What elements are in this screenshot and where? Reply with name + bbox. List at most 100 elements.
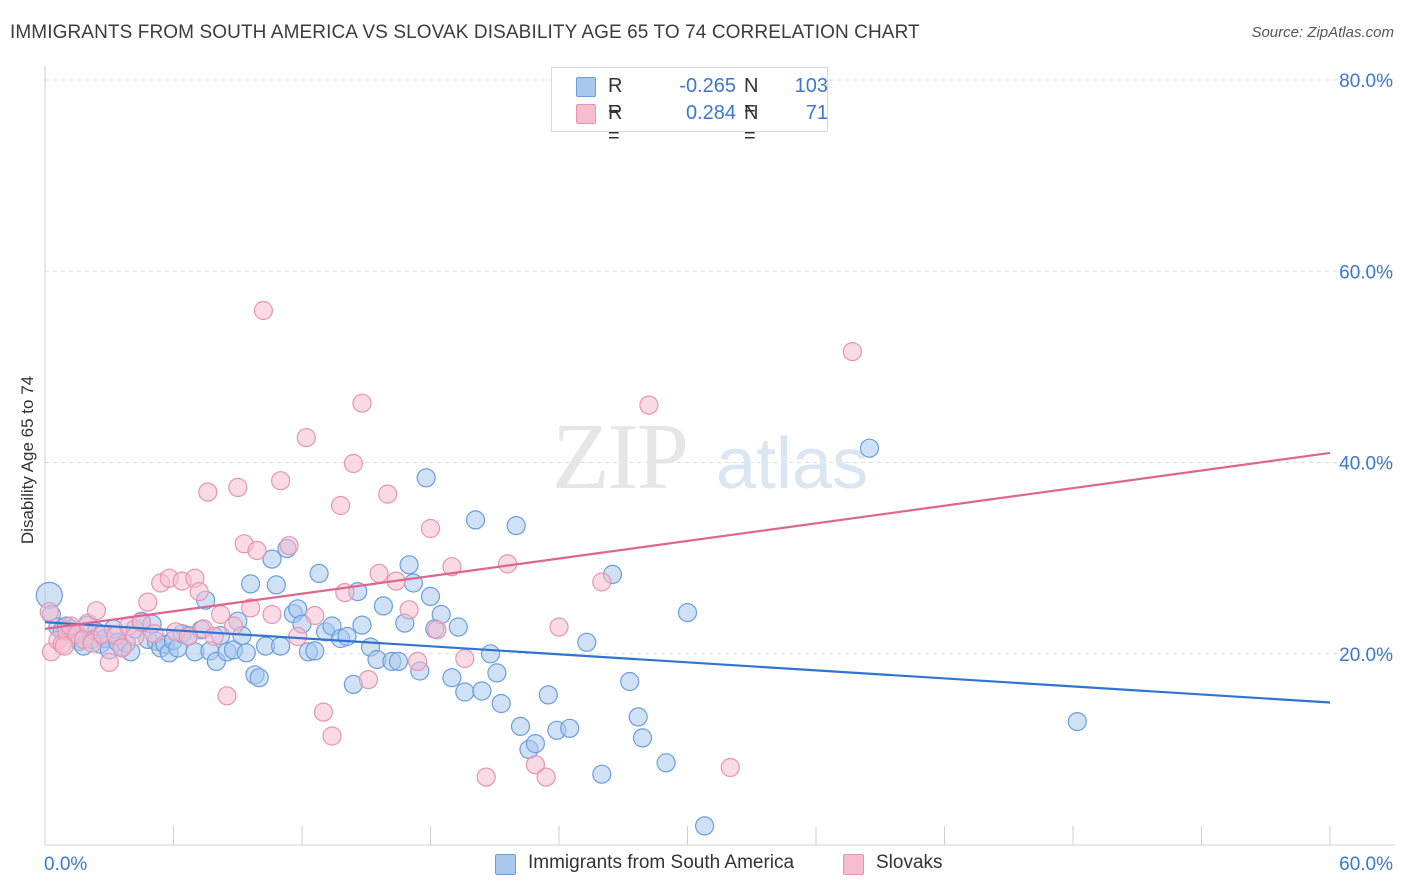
legend-label-immigrants: Immigrants from South America bbox=[528, 852, 795, 873]
y-axis-label-wrap: Disability Age 65 to 74 bbox=[10, 360, 46, 560]
x-tick-label: 60.0% bbox=[1339, 854, 1393, 875]
data-point bbox=[223, 616, 244, 636]
series-legend: Immigrants from South America Slovaks bbox=[0, 852, 1406, 878]
data-point bbox=[369, 563, 389, 584]
data-point bbox=[525, 733, 546, 754]
data-point bbox=[577, 632, 597, 652]
data-point bbox=[720, 757, 740, 778]
data-point bbox=[266, 575, 286, 595]
data-point bbox=[592, 764, 612, 784]
data-point bbox=[241, 598, 261, 618]
chart-title: IMMIGRANTS FROM SOUTH AMERICA VS SLOVAK … bbox=[10, 22, 920, 43]
y-tick-label: 40.0% bbox=[1339, 454, 1393, 475]
data-point bbox=[352, 615, 372, 635]
data-point bbox=[455, 648, 475, 669]
data-point bbox=[420, 518, 441, 539]
legend-swatch-immigrants bbox=[576, 77, 596, 97]
source-label: Source: ZipAtlas.com bbox=[1251, 24, 1394, 41]
x-tick-labels: 0.0% 60.0% bbox=[44, 854, 1393, 875]
data-point bbox=[399, 555, 419, 575]
data-point bbox=[309, 563, 329, 584]
data-point bbox=[236, 643, 256, 663]
y-tick-labels: 20.0% 40.0% 60.0% 80.0% bbox=[1339, 71, 1393, 666]
legend-n-value: 103 bbox=[794, 75, 828, 97]
data-point bbox=[378, 484, 398, 504]
data-point bbox=[358, 669, 378, 690]
legend-n-label: N = bbox=[744, 102, 759, 147]
data-point bbox=[322, 726, 342, 746]
legend-swatch-slovaks bbox=[576, 104, 596, 124]
data-point bbox=[388, 651, 408, 672]
y-tick-label: 60.0% bbox=[1339, 262, 1393, 283]
data-point bbox=[476, 767, 496, 787]
data-point bbox=[313, 702, 333, 722]
gridlines bbox=[45, 79, 1395, 655]
data-point bbox=[331, 495, 351, 516]
data-point bbox=[525, 755, 546, 775]
legend-r-label: R = bbox=[608, 102, 623, 147]
data-point bbox=[859, 438, 880, 458]
data-point bbox=[628, 707, 648, 727]
data-point bbox=[639, 395, 659, 415]
correlation-legend: R = -0.265 N = 103 R = 0.284 N = 71 bbox=[551, 67, 828, 147]
data-point bbox=[677, 602, 698, 623]
trend-line-immigrants bbox=[44, 621, 1331, 704]
watermark-atlas: atlas bbox=[716, 424, 868, 504]
data-point bbox=[343, 453, 363, 474]
legend-r-value: -0.265 bbox=[679, 75, 736, 97]
data-point bbox=[620, 671, 640, 692]
data-point bbox=[420, 586, 441, 607]
data-point bbox=[144, 624, 164, 644]
axes bbox=[44, 66, 1395, 846]
data-point bbox=[480, 644, 501, 664]
trend-lines bbox=[44, 451, 1331, 704]
data-point bbox=[247, 540, 267, 561]
trend-line-slovaks bbox=[44, 451, 1331, 630]
data-point bbox=[39, 602, 59, 622]
data-point bbox=[442, 668, 462, 688]
data-point bbox=[427, 620, 447, 640]
data-point bbox=[442, 557, 462, 577]
data-point bbox=[506, 515, 526, 536]
data-point bbox=[549, 617, 569, 637]
data-point bbox=[448, 617, 468, 637]
data-point bbox=[455, 682, 475, 702]
data-point bbox=[560, 718, 580, 738]
watermark: ZIP atlas bbox=[552, 405, 868, 509]
data-point bbox=[262, 549, 282, 569]
data-point bbox=[337, 626, 357, 647]
data-point bbox=[138, 592, 158, 612]
legend-r-label: R = bbox=[608, 75, 623, 120]
data-point bbox=[86, 601, 107, 621]
data-point bbox=[510, 716, 531, 737]
legend-swatch-immigrants bbox=[495, 854, 516, 875]
data-point bbox=[487, 663, 507, 683]
data-point bbox=[472, 681, 492, 701]
data-point bbox=[408, 651, 428, 672]
data-point bbox=[491, 693, 511, 714]
legend-n-value: 71 bbox=[805, 102, 828, 124]
data-point bbox=[262, 604, 282, 625]
data-point bbox=[632, 728, 653, 748]
data-point bbox=[373, 596, 393, 616]
data-point bbox=[305, 605, 325, 626]
data-point bbox=[54, 636, 74, 656]
data-point bbox=[842, 342, 863, 362]
y-tick-label: 20.0% bbox=[1339, 645, 1393, 666]
data-point bbox=[217, 686, 237, 706]
legend-swatch-slovaks bbox=[843, 854, 864, 875]
data-point bbox=[1067, 711, 1087, 732]
watermark-zip: ZIP bbox=[552, 405, 687, 509]
legend-r-value: 0.284 bbox=[685, 102, 736, 124]
data-point bbox=[112, 638, 132, 658]
data-point bbox=[204, 626, 224, 647]
data-point bbox=[536, 767, 556, 787]
legend-n-label: N = bbox=[744, 75, 759, 120]
x-tick-label: 0.0% bbox=[44, 854, 87, 875]
data-point bbox=[228, 477, 248, 497]
data-point bbox=[99, 652, 119, 673]
data-point bbox=[399, 600, 419, 620]
data-point bbox=[271, 471, 291, 491]
data-point bbox=[352, 393, 372, 413]
